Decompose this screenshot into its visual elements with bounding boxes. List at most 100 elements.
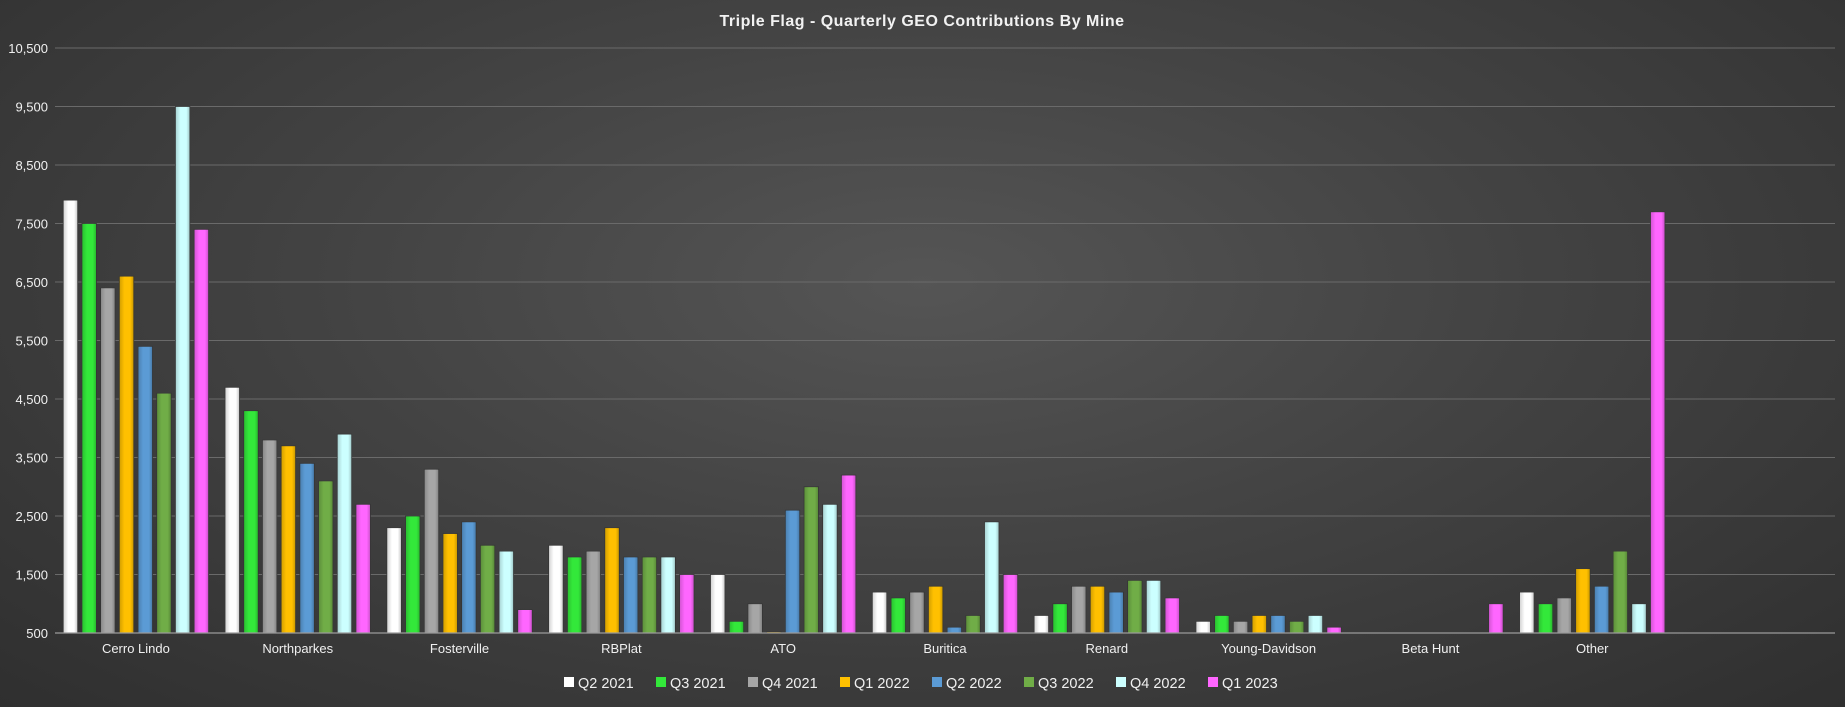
bar — [641, 556, 658, 634]
bar — [1289, 620, 1305, 634]
bar — [137, 345, 153, 634]
bar — [479, 544, 496, 634]
legend-item: Q2 2022 — [932, 676, 1002, 692]
bar — [928, 585, 944, 634]
bar — [1556, 597, 1572, 634]
bar-shading — [909, 592, 925, 633]
bar — [355, 503, 371, 634]
bar-shading — [299, 463, 315, 633]
y-tick-label: 2,500 — [15, 509, 48, 524]
bar — [442, 533, 458, 634]
legend-item: Q1 2022 — [840, 676, 910, 692]
bar-shading — [1195, 621, 1211, 633]
bar — [318, 480, 334, 634]
bar-shading — [729, 621, 744, 633]
y-tick-label: 3,500 — [15, 451, 48, 466]
legend-swatch — [932, 677, 942, 687]
y-tick-label: 5,500 — [15, 334, 48, 349]
bar-shading — [623, 556, 638, 633]
legend-item: Q3 2021 — [656, 676, 726, 692]
legend-item: Q4 2021 — [748, 676, 818, 692]
y-tick-label: 10,500 — [8, 41, 48, 56]
bar — [1575, 568, 1591, 634]
legend-swatch — [656, 677, 666, 687]
legend-label: Q3 2022 — [1038, 676, 1094, 692]
bar — [566, 556, 583, 634]
bar-shading — [1071, 586, 1087, 633]
legend-label: Q1 2023 — [1222, 676, 1278, 692]
x-tick-label: Buritica — [923, 641, 967, 656]
x-tick-label: Renard — [1085, 641, 1128, 656]
bar-shading — [1519, 592, 1535, 633]
bar — [1071, 585, 1087, 634]
bar-shading — [1575, 568, 1591, 633]
bar — [1650, 211, 1666, 634]
bar — [548, 544, 564, 634]
bar-shading — [225, 387, 240, 633]
bar-shading — [194, 229, 209, 633]
bar — [1127, 579, 1143, 634]
bar — [1593, 585, 1610, 634]
legend: Q2 2021 Q3 2021 Q4 2021 Q1 2022 Q2 2022 Q3 20… — [564, 676, 1278, 692]
bar-shading — [548, 545, 564, 633]
x-tick-label: RBPlat — [601, 641, 642, 656]
bar-shading — [947, 627, 962, 633]
bar-shading — [710, 574, 725, 633]
bar — [1164, 597, 1180, 634]
y-tick-label: 4,500 — [15, 392, 48, 407]
legend-label: Q3 2021 — [670, 676, 726, 692]
bar-shading — [405, 516, 421, 633]
bar — [679, 574, 695, 634]
bar-shading — [822, 504, 838, 633]
bar-shading — [1252, 615, 1267, 633]
bar-shading — [262, 439, 277, 633]
bar — [784, 509, 801, 634]
bar-shading — [1146, 580, 1161, 633]
bar — [336, 433, 353, 634]
bar — [243, 410, 259, 634]
bar-shading — [499, 551, 514, 633]
x-tick-label: ATO — [770, 641, 796, 656]
x-tick-label: Cerro Lindo — [102, 641, 170, 656]
bar — [262, 439, 278, 634]
bar — [299, 462, 315, 634]
bar-shading — [81, 223, 97, 633]
bar — [1145, 579, 1162, 634]
bar-shading — [984, 521, 999, 633]
bar — [1052, 603, 1068, 634]
bar — [965, 615, 981, 634]
bar — [1214, 615, 1230, 634]
bar-shading — [872, 592, 887, 633]
legend-swatch — [840, 677, 850, 687]
y-axis-tick-labels: 500 1,500 2,500 3,500 4,500 5,500 6,500 7,500 8,… — [8, 41, 48, 641]
bar-shading — [1594, 586, 1609, 633]
bar-shading — [1326, 627, 1342, 633]
legend-swatch — [748, 677, 758, 687]
y-tick-label: 1,500 — [15, 568, 48, 583]
bar — [1488, 603, 1504, 634]
bar — [280, 445, 297, 634]
bar-shading — [442, 533, 458, 633]
y-tick-label: 6,500 — [15, 275, 48, 290]
bar-shading — [803, 486, 819, 633]
bar — [803, 486, 819, 634]
bar-shading — [747, 603, 763, 633]
bar-shading — [567, 556, 582, 633]
bar — [890, 597, 906, 634]
bar-shading — [461, 521, 477, 633]
bar-shading — [355, 504, 371, 633]
bar-shading — [1631, 603, 1647, 633]
bar — [100, 287, 116, 634]
bar — [840, 474, 857, 634]
bar — [728, 620, 745, 634]
bar — [1270, 615, 1286, 634]
chart-title: Triple Flag - Quarterly GEO Contribution… — [720, 13, 1125, 30]
bar — [623, 556, 639, 634]
bar-shading — [1090, 586, 1105, 633]
bar-shading — [1538, 603, 1553, 633]
bar-shading — [119, 276, 134, 633]
bar — [1519, 591, 1535, 634]
x-axis-tick-labels: Cerro Lindo Northparkes Fosterville RBPlat A… — [102, 641, 1609, 656]
